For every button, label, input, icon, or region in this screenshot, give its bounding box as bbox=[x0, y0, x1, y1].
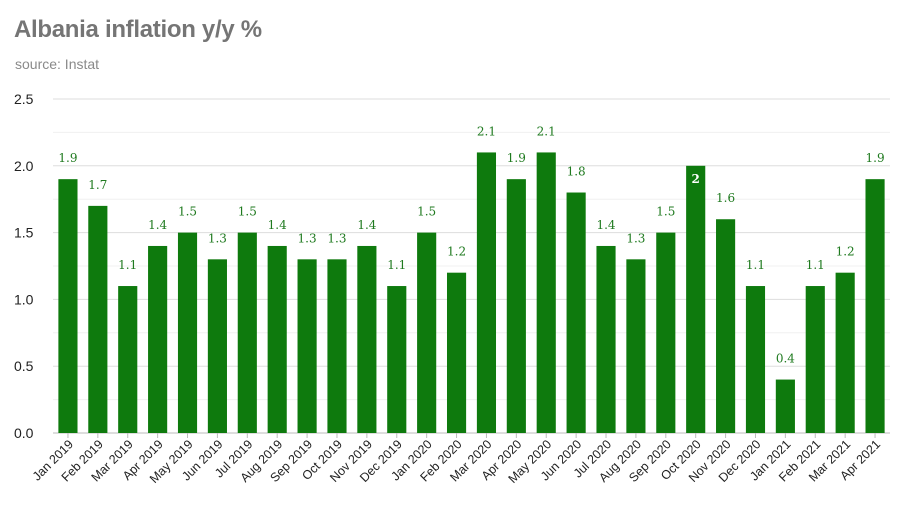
data-label: 1.1 bbox=[806, 258, 825, 272]
bar bbox=[177, 232, 198, 433]
y-tick-label: 2.0 bbox=[14, 158, 34, 174]
bar bbox=[297, 259, 317, 433]
data-label: 1.1 bbox=[746, 258, 765, 272]
bar bbox=[417, 232, 437, 433]
data-label: 1.6 bbox=[716, 191, 735, 205]
bar bbox=[536, 152, 556, 433]
bar bbox=[656, 232, 676, 433]
data-label: 1.3 bbox=[298, 231, 317, 245]
bar bbox=[775, 379, 795, 433]
y-tick-label: 1.0 bbox=[14, 291, 34, 307]
data-label: 1.3 bbox=[208, 231, 227, 245]
bar bbox=[327, 259, 347, 433]
data-label: 1.4 bbox=[268, 218, 287, 232]
y-tick-label: 0.0 bbox=[14, 425, 34, 441]
data-labels: 1.9 1.7 1.1 1.4 1.5 1.3 1.5 1.4 1.3 1.3 1.4 1.1 1.5 1… bbox=[58, 124, 884, 365]
data-label: 1.9 bbox=[58, 151, 77, 165]
bar bbox=[716, 219, 736, 433]
bar bbox=[148, 245, 168, 433]
y-tick-label: 0.5 bbox=[14, 358, 34, 374]
data-label: 1.4 bbox=[148, 218, 167, 232]
data-label: 1.2 bbox=[447, 245, 466, 259]
bar bbox=[686, 165, 706, 434]
data-label: 1.4 bbox=[357, 218, 376, 232]
data-label: 0.4 bbox=[776, 352, 795, 366]
bars bbox=[58, 152, 885, 434]
bar bbox=[506, 179, 526, 433]
y-axis: 0.0 0.5 1.0 1.5 2.0 2.5 bbox=[14, 91, 34, 441]
data-label: 1.1 bbox=[118, 258, 137, 272]
bar bbox=[476, 152, 497, 433]
bar bbox=[207, 259, 227, 433]
bar bbox=[596, 245, 616, 433]
data-label: 1.2 bbox=[836, 245, 855, 259]
data-label: 1.9 bbox=[866, 151, 885, 165]
y-tick-label: 1.5 bbox=[14, 225, 34, 241]
data-label: 1.7 bbox=[88, 178, 107, 192]
y-tick-label: 2.5 bbox=[14, 91, 34, 107]
chart-title: Albania inflation y/y % bbox=[14, 16, 262, 43]
data-label: 1.1 bbox=[387, 258, 406, 272]
bar bbox=[835, 272, 855, 433]
data-label: 1.5 bbox=[178, 205, 197, 219]
data-label: 1.5 bbox=[656, 205, 675, 219]
bar bbox=[58, 179, 78, 433]
bar bbox=[865, 179, 885, 433]
data-label: 1.9 bbox=[507, 151, 526, 165]
data-label: 1.8 bbox=[567, 165, 586, 179]
data-label: 2.1 bbox=[477, 124, 496, 138]
bar bbox=[357, 245, 377, 433]
bar bbox=[237, 232, 257, 433]
bar bbox=[267, 245, 287, 433]
bar bbox=[88, 205, 108, 433]
data-label: 1.5 bbox=[238, 205, 257, 219]
data-label: 2.1 bbox=[537, 124, 556, 138]
bar bbox=[566, 192, 586, 433]
bar bbox=[745, 286, 766, 433]
data-label: 1.3 bbox=[626, 231, 645, 245]
data-label: 2 bbox=[692, 172, 700, 186]
data-label: 1.4 bbox=[596, 218, 615, 232]
data-label: 1.3 bbox=[327, 231, 346, 245]
bar bbox=[118, 286, 138, 433]
chart-subtitle: source: Instat bbox=[15, 56, 100, 72]
bar bbox=[446, 272, 467, 433]
bar bbox=[387, 286, 407, 433]
data-label: 1.5 bbox=[417, 205, 436, 219]
bar bbox=[626, 259, 646, 433]
bar bbox=[805, 286, 825, 433]
